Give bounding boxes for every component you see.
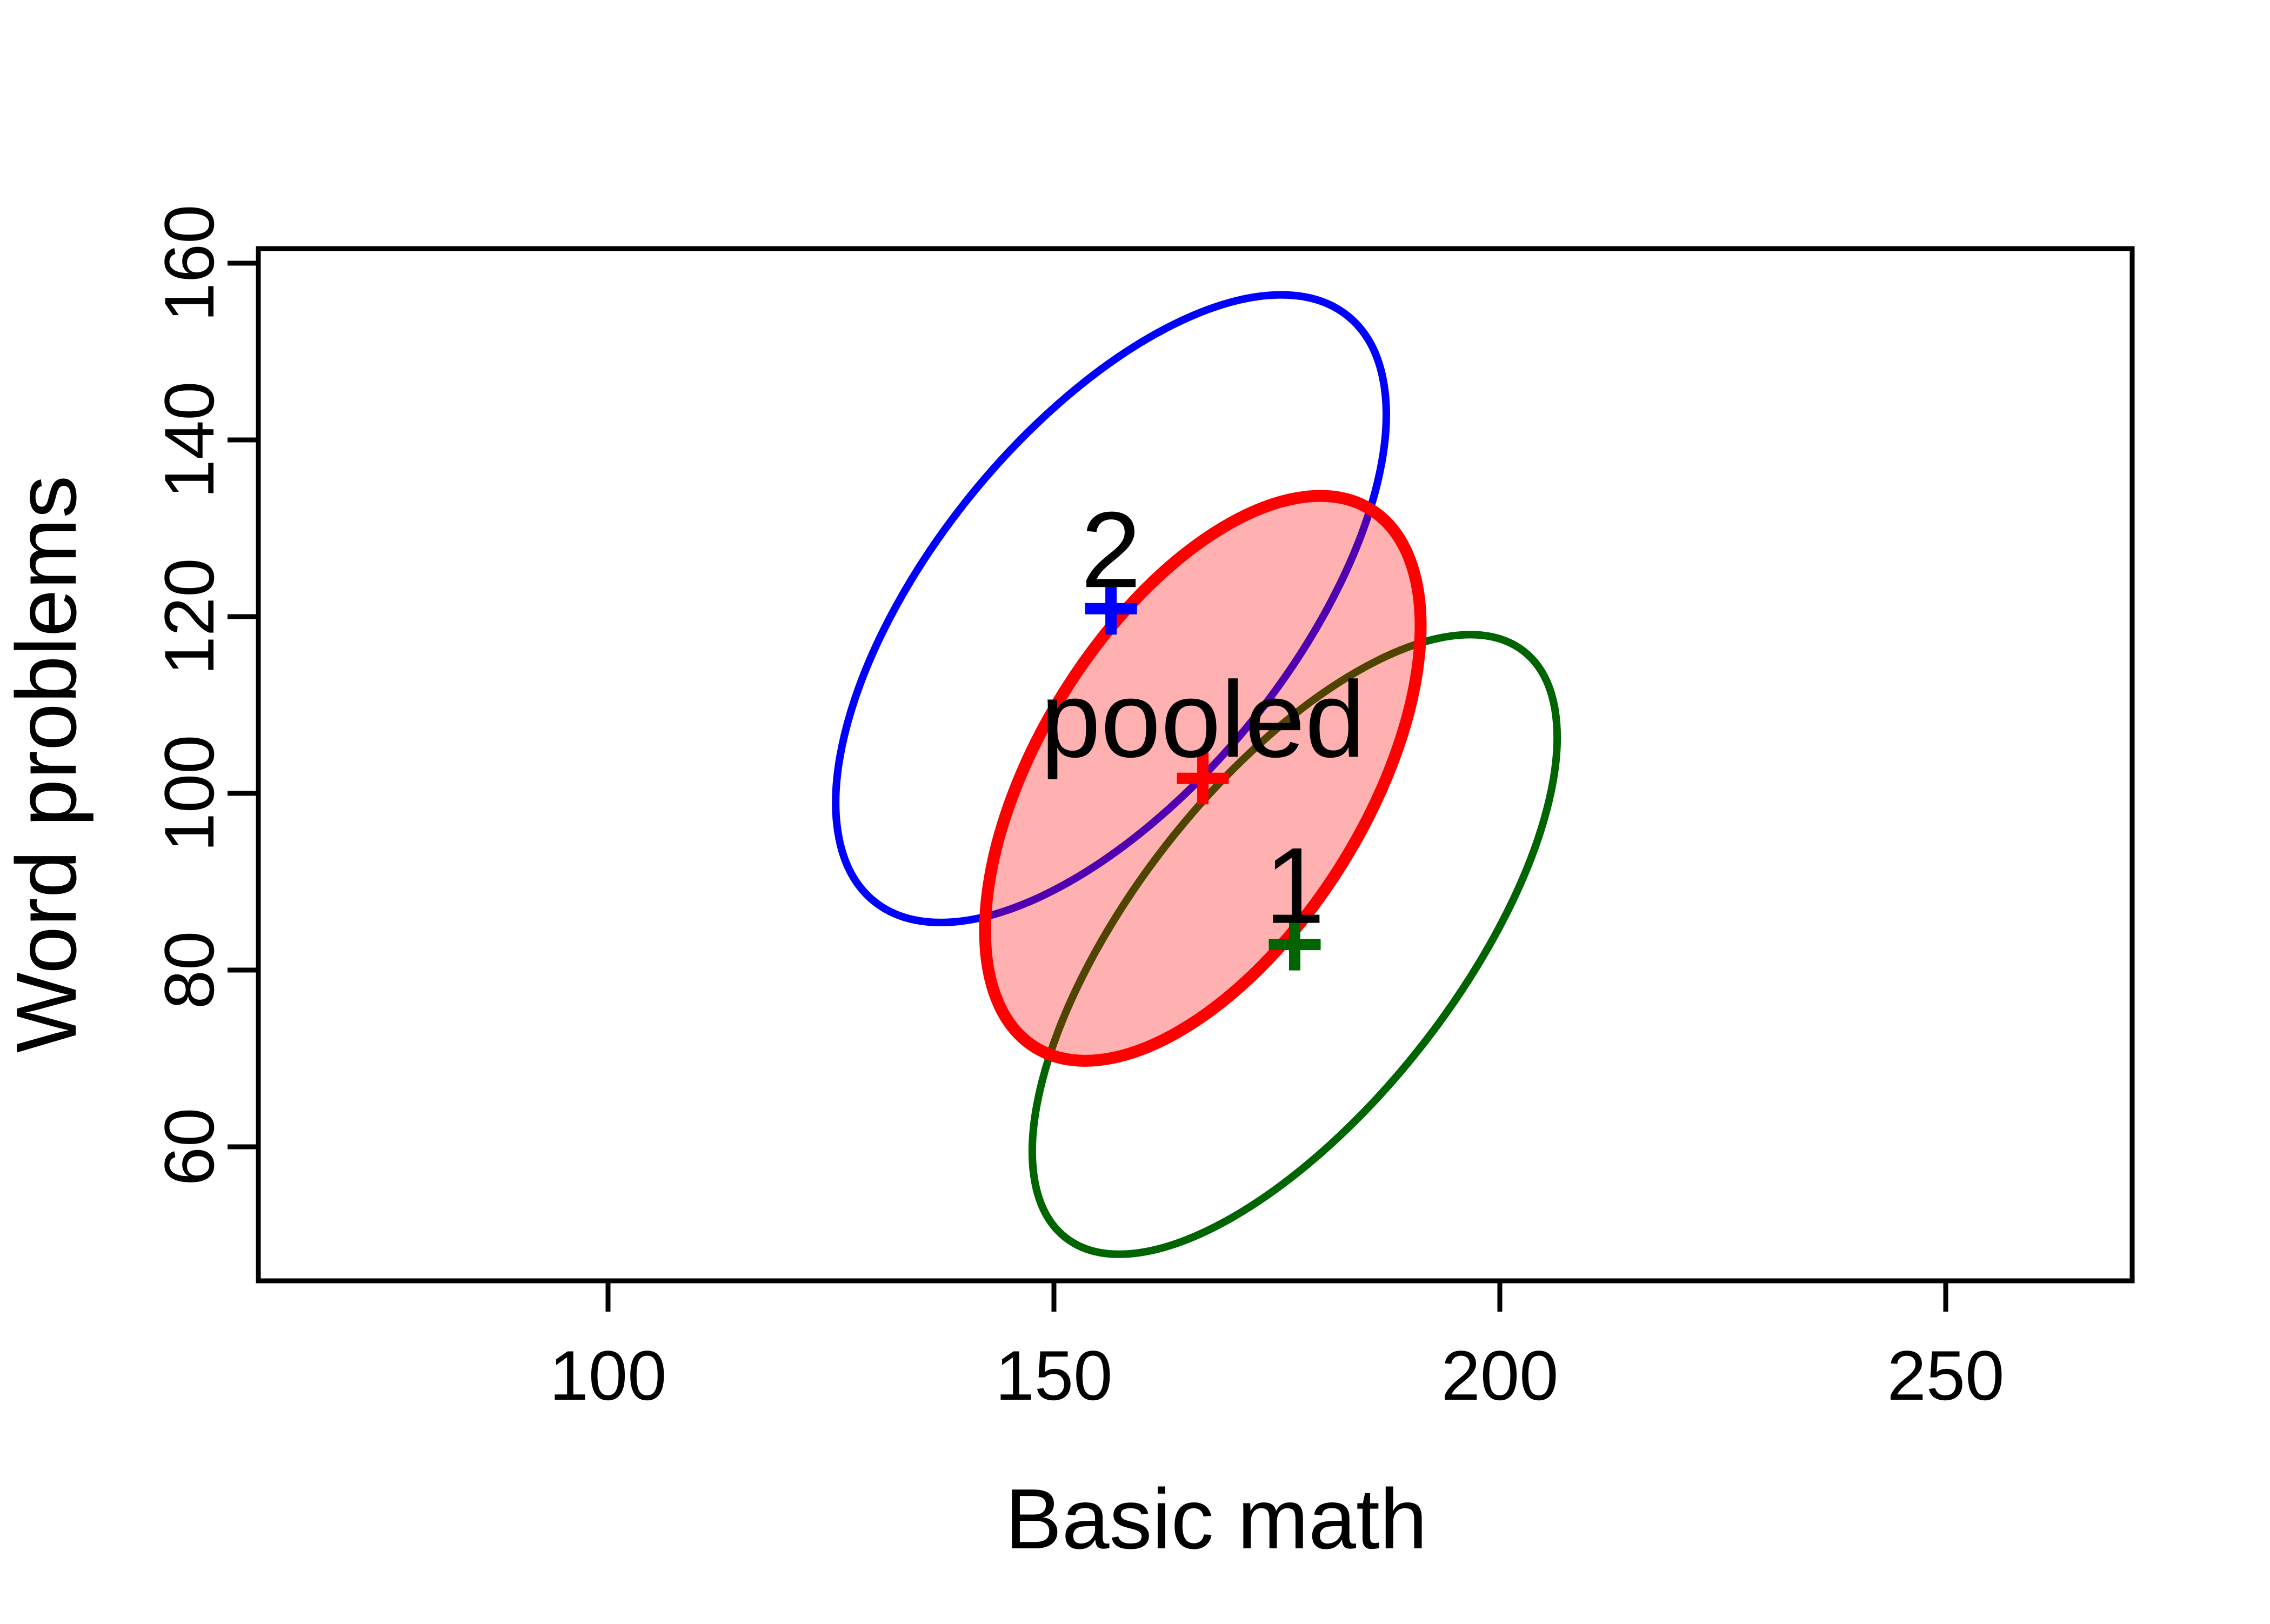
ellipses-layer: 2 1 pooled xyxy=(832,291,1561,1258)
mean-marker-pooled xyxy=(1177,752,1229,805)
x-axis-ticks xyxy=(605,1281,1948,1312)
group-label-1: 1 xyxy=(1265,826,1325,946)
group-label-pooled: pooled xyxy=(1040,659,1365,780)
y-tick-label-60: 60 xyxy=(150,1108,229,1186)
y-axis-ticks xyxy=(228,260,258,1150)
group-label-2: 2 xyxy=(1081,490,1141,610)
x-axis-title: Basic math xyxy=(1005,1472,1427,1567)
ellipse-group-1 xyxy=(1028,631,1561,1258)
mean-marker-1 xyxy=(1268,918,1321,971)
y-tick-label-140: 140 xyxy=(150,382,229,499)
y-tick-label-100: 100 xyxy=(150,735,229,852)
x-tick-label-150: 150 xyxy=(996,1336,1113,1415)
mean-marker-2 xyxy=(1085,583,1137,635)
ellipse-group-2 xyxy=(832,291,1390,926)
x-tick-label-250: 250 xyxy=(1887,1336,2005,1415)
y-axis-title: Word problems xyxy=(0,476,94,1053)
y-tick-label-80: 80 xyxy=(150,931,229,1010)
y-tick-label-160: 160 xyxy=(150,205,229,322)
x-tick-label-200: 200 xyxy=(1441,1336,1559,1415)
plot-border xyxy=(256,246,2135,1284)
y-tick-label-120: 120 xyxy=(150,558,229,676)
x-tick-label-100: 100 xyxy=(550,1336,667,1415)
